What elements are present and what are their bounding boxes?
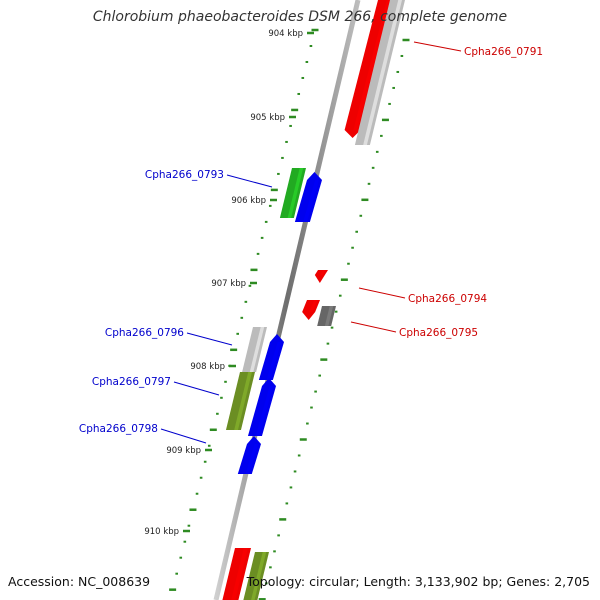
kbp-label: 907 kbp [211,279,246,289]
gene-label-cpha266-0794[interactable]: Cpha266_0794 [408,293,487,305]
gene-label-leader [186,332,233,346]
gene-track[interactable] [222,0,405,600]
kbp-label: 906 kbp [231,196,266,206]
gene-cpha266-0796-arrow[interactable] [242,327,267,372]
genome-summary-text: Topology: circular; Length: 3,133,902 bp… [246,574,590,589]
gene-label-cpha266-0797[interactable]: Cpha266_0797 [92,376,171,388]
gene-label-cpha266-0793[interactable]: Cpha266_0793 [145,169,224,181]
map-title: Chlorobium phaeobacteroides DSM 266, com… [92,9,508,25]
kbp-label: 909 kbp [166,446,201,456]
gene-cpha266-0793-arrow[interactable] [279,168,306,218]
gene-cpha266-0794-arrow[interactable] [314,270,328,283]
kbp-label: 910 kbp [144,527,179,537]
gene-label-cpha266-0798[interactable]: Cpha266_0798 [79,423,158,435]
gene-labels: Cpha266_0791 Cpha266_0793 Cpha266_0794 Cpha… [79,41,543,444]
tick-tracks [169,28,410,600]
gene-cpha266-0797-arrow[interactable] [225,372,255,430]
kbp-label: 904 kbp [268,29,303,39]
gene-cpha266-0794b-arrow[interactable] [302,300,320,320]
gene-label-leader [173,381,220,396]
gene-lower-red-arrow[interactable] [222,548,251,600]
gene-cpha266-0798-arrow[interactable] [237,436,261,474]
genome-backbone [213,0,361,600]
gene-cpha266-0797b-arrow[interactable] [247,378,276,436]
gene-cpha266-0795-arrow[interactable] [317,306,336,326]
gene-cpha266-0793b-arrow[interactable] [294,172,322,222]
gene-label-cpha266-0796[interactable]: Cpha266_0796 [105,327,184,339]
gene-label-leader [226,174,273,188]
kbp-label: 905 kbp [250,113,285,123]
kbp-label: 908 kbp [190,362,225,372]
gene-label-cpha266-0795[interactable]: Cpha266_0795 [399,327,478,339]
gene-label-cpha266-0791[interactable]: Cpha266_0791 [464,46,543,58]
gene-cpha266-0796b-arrow[interactable] [258,334,284,380]
gene-cpha266-0792-arrow[interactable] [354,0,405,145]
kbp-scale: 904 kbp 905 kbp 906 kbp 907 kbp 908 kbp 909 k… [144,29,314,537]
gene-label-leader [358,287,406,299]
gene-label-leader [350,321,397,333]
gene-lower-olive-arrow[interactable] [243,552,269,600]
accession-text: Accession: NC_008639 [8,574,151,589]
gene-label-leader [413,41,462,52]
gene-label-leader [160,428,207,444]
